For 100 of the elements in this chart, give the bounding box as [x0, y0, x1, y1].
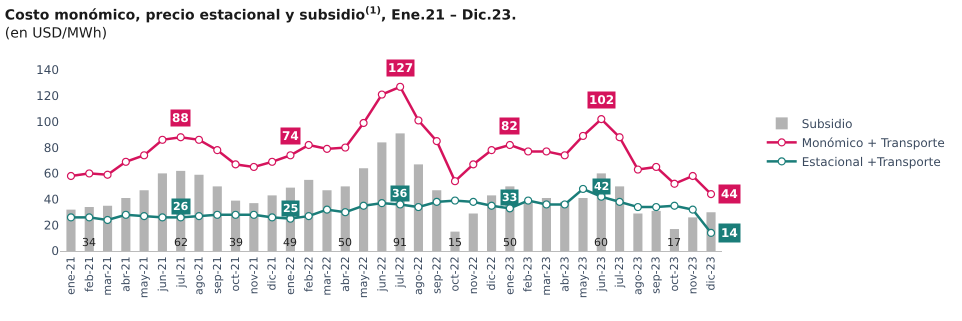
data-label: 49 [283, 236, 297, 249]
point [176, 133, 185, 142]
x-tick-label: nov-22 [466, 256, 480, 294]
point [487, 146, 496, 154]
point [304, 140, 313, 150]
point [322, 144, 332, 153]
point [66, 172, 76, 180]
x-tick-label: jun-22 [375, 256, 388, 292]
y-tick-label: 20 [44, 218, 59, 232]
point [670, 202, 679, 210]
point [378, 90, 386, 99]
data-label: 102 [589, 93, 614, 107]
x-tick-label: ago-22 [412, 256, 426, 296]
data-label: 34 [82, 236, 96, 249]
legend-label: Estacional +Transporte [802, 155, 941, 170]
data-label: 15 [448, 236, 462, 249]
point [560, 200, 569, 209]
point [213, 210, 222, 219]
point [231, 210, 240, 219]
point [414, 202, 423, 212]
x-tick-label: abr-22 [338, 256, 352, 292]
point [359, 118, 368, 128]
x-tick-label: nov-21 [247, 256, 260, 294]
point [652, 162, 660, 172]
point [122, 210, 130, 219]
point [634, 165, 642, 174]
point [450, 177, 460, 186]
x-tick-label: oct-22 [448, 256, 462, 292]
x-tick-label: oct-23 [668, 256, 682, 292]
point [652, 202, 660, 212]
x-tick-label: sep-21 [210, 256, 224, 294]
x-tick-label: sep-23 [650, 256, 663, 294]
chart-subtitle: (en USD/MWh) [4, 25, 108, 42]
point [487, 202, 496, 210]
point [615, 133, 624, 142]
legend-label: Monómico + Transporte [802, 136, 945, 150]
point [103, 170, 112, 179]
x-tick-label: jul-22 [394, 256, 407, 288]
point [634, 202, 642, 212]
legend-label: Subsidio [802, 117, 852, 132]
point [578, 132, 588, 140]
x-tick-label: mar-22 [320, 256, 334, 296]
y-tick-label: 80 [44, 140, 59, 155]
point [122, 158, 130, 166]
point [359, 202, 368, 210]
x-tick-label: ago-21 [192, 256, 206, 296]
x-tick-label: dic-22 [485, 256, 498, 290]
point [140, 212, 148, 220]
data-label: 50 [338, 236, 352, 249]
data-label: 25 [283, 202, 298, 215]
x-tick-label: mar-21 [101, 256, 114, 296]
data-label: 14 [721, 226, 738, 240]
x-tick-label: may-21 [138, 256, 151, 298]
point [250, 210, 258, 219]
y-tick-label: 60 [44, 166, 59, 181]
x-tick-label: feb-21 [82, 256, 96, 292]
point [469, 198, 478, 206]
x-tick-label: sep-22 [430, 256, 444, 294]
data-label: 33 [502, 191, 518, 204]
point [268, 158, 276, 166]
x-tick-label: abr-23 [558, 256, 572, 292]
x-tick-label: nov-23 [686, 256, 700, 294]
point [450, 196, 460, 205]
point [341, 143, 350, 152]
data-label: 39 [229, 236, 243, 249]
x-tick-label: jun-21 [156, 256, 169, 292]
data-label: 36 [392, 187, 408, 200]
x-tick-label: dic-23 [704, 256, 718, 290]
point [378, 199, 386, 208]
point [250, 162, 258, 172]
y-tick-label: 140 [36, 63, 59, 78]
x-tick-label: jul-23 [613, 256, 626, 288]
point [615, 198, 624, 206]
data-label: 42 [594, 180, 610, 193]
point [140, 151, 148, 160]
data-label: 82 [501, 119, 518, 133]
point [524, 196, 532, 205]
x-tick-label: may-22 [357, 256, 370, 298]
point [158, 213, 167, 222]
data-label: 44 [721, 187, 738, 201]
data-label: 74 [282, 129, 299, 143]
point [469, 160, 478, 168]
y-tick-label: 0 [51, 244, 59, 258]
y-tick-label: 100 [36, 114, 59, 129]
data-label: 88 [172, 111, 189, 125]
data-label: 26 [173, 200, 189, 213]
point [194, 212, 204, 220]
y-tick-label: 120 [36, 89, 59, 104]
point [396, 82, 404, 91]
point [688, 206, 697, 214]
point [85, 169, 94, 178]
point [194, 136, 204, 144]
point [560, 151, 569, 160]
data-label: 50 [503, 236, 517, 249]
x-tick-label: feb-23 [522, 256, 535, 292]
x-tick-label: jun-23 [594, 256, 608, 292]
x-tick-label: dic-21 [266, 256, 279, 290]
data-label: 17 [667, 236, 681, 249]
point [322, 206, 332, 214]
point [670, 180, 679, 188]
